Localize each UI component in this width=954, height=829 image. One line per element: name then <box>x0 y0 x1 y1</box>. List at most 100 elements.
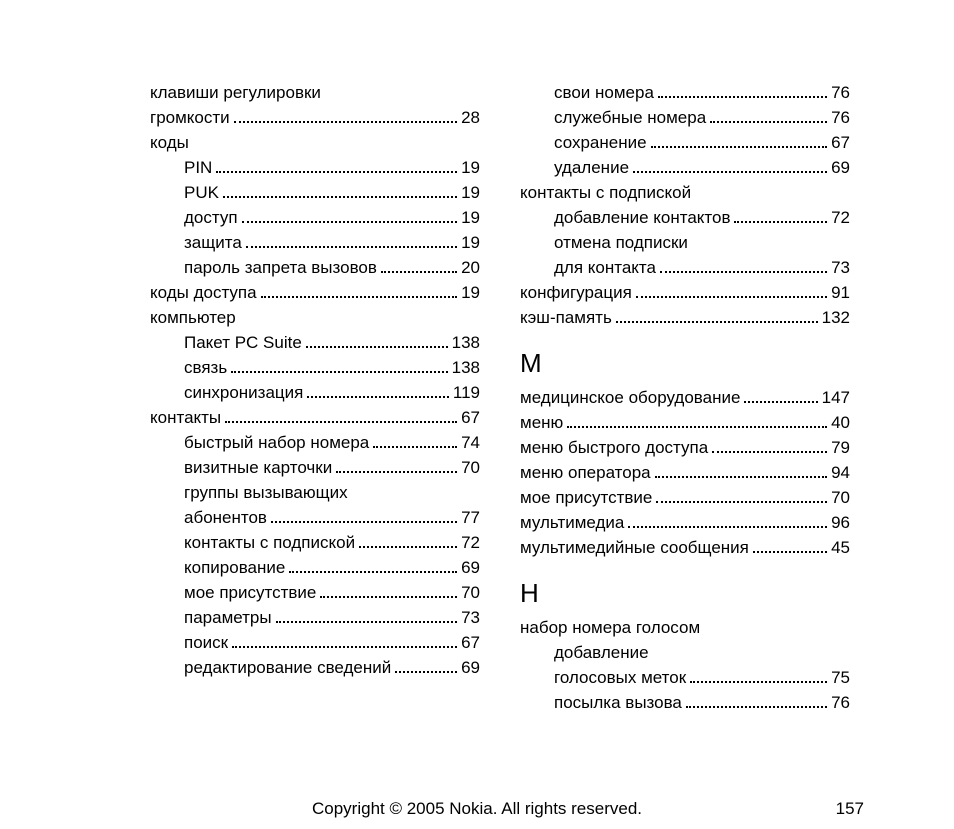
index-entry-label: абонентов <box>184 505 267 530</box>
index-entry: мультимедийные сообщения 45 <box>520 535 850 560</box>
dot-leader <box>225 421 457 423</box>
index-entry: Пакет PC Suite138 <box>150 330 480 355</box>
dot-leader <box>216 171 457 173</box>
index-entry: пароль запрета вызовов20 <box>150 255 480 280</box>
index-entry-label: коды доступа <box>150 280 257 305</box>
index-entry-page: 19 <box>461 230 480 255</box>
index-entry-page: 70 <box>831 485 850 510</box>
dot-leader <box>651 146 828 148</box>
index-entry-page: 67 <box>461 405 480 430</box>
index-entry-page: 73 <box>461 605 480 630</box>
index-entry: поиск67 <box>150 630 480 655</box>
index-entry: быстрый набор номера74 <box>150 430 480 455</box>
index-entry-label: копирование <box>184 555 285 580</box>
index-entry: меню оператора94 <box>520 460 850 485</box>
index-entry-label: для контакта <box>554 255 656 280</box>
index-entry-label: визитные карточки <box>184 455 332 480</box>
index-section-heading: Н <box>520 578 850 609</box>
index-entry: отмена подписки <box>520 230 850 255</box>
index-entry: набор номера голосом <box>520 615 850 640</box>
index-entry: удаление69 <box>520 155 850 180</box>
dot-leader <box>656 501 827 503</box>
dot-leader <box>734 221 827 223</box>
dot-leader <box>261 296 457 298</box>
dot-leader <box>712 451 827 453</box>
dot-leader <box>686 706 827 708</box>
dot-leader <box>336 471 457 473</box>
index-entry-page: 69 <box>461 555 480 580</box>
index-entry-page: 76 <box>831 690 850 715</box>
index-entry-label: отмена подписки <box>554 230 688 255</box>
dot-leader <box>234 121 457 123</box>
index-entry-label: мое присутствие <box>184 580 316 605</box>
index-entry-page: 119 <box>453 380 480 405</box>
index-entry-label: медицинское оборудование <box>520 385 740 410</box>
index-entry-label: кэш-память <box>520 305 612 330</box>
index-entry-label: мультимедиа <box>520 510 624 535</box>
dot-leader <box>276 621 457 623</box>
index-entry-page: 94 <box>831 460 850 485</box>
dot-leader <box>567 426 827 428</box>
index-entry: голосовых меток75 <box>520 665 850 690</box>
index-entry-label: контакты с подпиской <box>520 180 691 205</box>
index-entry-page: 67 <box>831 130 850 155</box>
index-entry-label: меню <box>520 410 563 435</box>
index-column-right: свои номера76служебные номера76сохранени… <box>520 80 850 715</box>
index-entry: группы вызывающих <box>150 480 480 505</box>
index-entry: контакты с подпиской <box>520 180 850 205</box>
index-entry-label: набор номера голосом <box>520 615 700 640</box>
index-entry-label: синхронизация <box>184 380 303 405</box>
index-entry-page: 76 <box>831 80 850 105</box>
index-entry-label: громкости <box>150 105 230 130</box>
index-entry-page: 138 <box>452 330 480 355</box>
index-entry: служебные номера76 <box>520 105 850 130</box>
index-entry-page: 79 <box>831 435 850 460</box>
index-entry: PIN19 <box>150 155 480 180</box>
index-entry-page: 45 <box>831 535 850 560</box>
dot-leader <box>271 521 457 523</box>
index-entry-page: 19 <box>461 280 480 305</box>
index-entry: добавление <box>520 640 850 665</box>
dot-leader <box>628 526 827 528</box>
index-entry: сохранение 67 <box>520 130 850 155</box>
dot-leader <box>690 681 827 683</box>
index-entry-page: 69 <box>461 655 480 680</box>
index-entry-label: группы вызывающих <box>184 480 348 505</box>
index-entry-label: PIN <box>184 155 212 180</box>
index-entry: свои номера76 <box>520 80 850 105</box>
index-entry-label: конфигурация <box>520 280 632 305</box>
index-entry-page: 69 <box>831 155 850 180</box>
index-entry: PUK19 <box>150 180 480 205</box>
index-entry: абонентов 77 <box>150 505 480 530</box>
index-entry: конфигурация 91 <box>520 280 850 305</box>
dot-leader <box>636 296 827 298</box>
index-entry-page: 76 <box>831 105 850 130</box>
index-entry: мое присутствие70 <box>520 485 850 510</box>
index-entry-label: сохранение <box>554 130 647 155</box>
dot-leader <box>232 646 457 648</box>
index-entry-page: 75 <box>831 665 850 690</box>
index-entry-label: мультимедийные сообщения <box>520 535 749 560</box>
index-entry: компьютер <box>150 305 480 330</box>
index-entry-page: 91 <box>831 280 850 305</box>
dot-leader <box>373 446 457 448</box>
dot-leader <box>753 551 827 553</box>
index-entry-label: защита <box>184 230 242 255</box>
index-entry: клавиши регулировки <box>150 80 480 105</box>
index-entry: медицинское оборудование147 <box>520 385 850 410</box>
dot-leader <box>246 246 457 248</box>
index-entry: синхронизация 119 <box>150 380 480 405</box>
dot-leader <box>381 271 457 273</box>
index-entry: доступ19 <box>150 205 480 230</box>
dot-leader <box>307 396 449 398</box>
index-entry-page: 70 <box>461 580 480 605</box>
index-entry: визитные карточки70 <box>150 455 480 480</box>
page: клавиши регулировкигромкости28кодыPIN19P… <box>0 0 954 829</box>
dot-leader <box>710 121 827 123</box>
index-entry-label: компьютер <box>150 305 236 330</box>
index-entry: меню40 <box>520 410 850 435</box>
index-entry-page: 28 <box>461 105 480 130</box>
index-entry: мое присутствие 70 <box>150 580 480 605</box>
index-entry-page: 77 <box>461 505 480 530</box>
dot-leader <box>289 571 457 573</box>
